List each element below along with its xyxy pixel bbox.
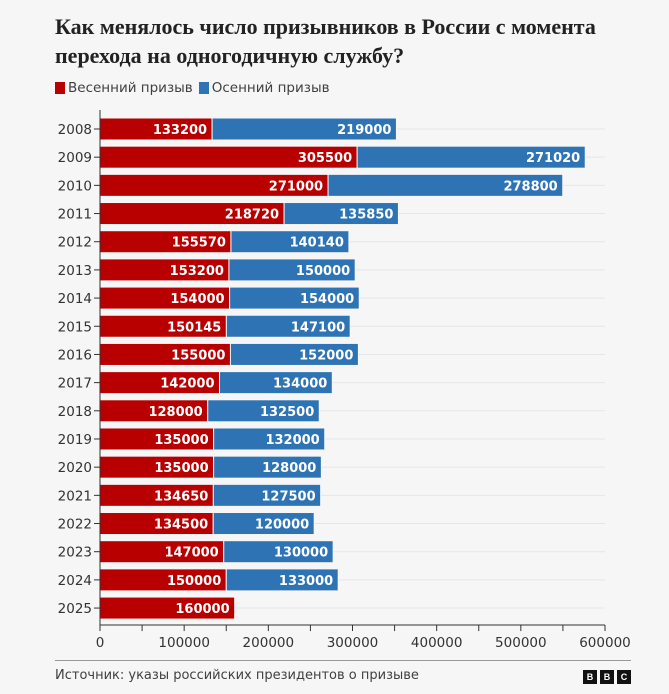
y-tick-label: 2012 [58,235,92,251]
bar-autumn [230,230,350,254]
data-label: 135000 [154,461,208,476]
bar-autumn [223,540,334,564]
bar-autumn [327,173,564,197]
data-label: 130000 [274,546,328,561]
bar-autumn [212,512,315,536]
bbc-logo: B B C [583,670,631,684]
data-label: 152000 [299,348,353,363]
data-label: 218720 [225,208,279,223]
y-tick-label: 2016 [58,347,92,363]
data-label: 120000 [255,518,309,533]
plot-area: 133200 219000 2008 305500 271020 2009 271000 27… [58,110,631,651]
y-tick-label: 2013 [58,263,92,279]
data-label: 154000 [170,292,224,307]
legend: Весенний призыв Осенний призыв [55,80,330,96]
data-label: 133200 [153,123,207,138]
data-label: 147100 [291,320,345,335]
y-tick-label: 2009 [58,150,92,166]
bar-autumn [229,286,360,310]
data-label: 127500 [261,489,315,504]
y-tick-label: 2024 [58,573,92,589]
x-tick-label: 100000 [158,635,210,651]
x-tick-label: 200000 [243,635,295,651]
data-label: 142000 [160,377,214,392]
x-tick-label: 300000 [327,635,379,651]
y-tick-label: 2017 [58,376,92,392]
data-label: 128000 [148,405,202,420]
data-label: 150000 [296,264,350,279]
y-tick-label: 2015 [58,319,92,335]
y-tick-label: 2008 [58,122,92,138]
data-label: 140140 [290,236,344,251]
footer-divider [55,660,631,661]
y-tick-label: 2011 [58,207,92,223]
data-label: 135000 [154,433,208,448]
bar-autumn [212,483,322,507]
bar-autumn [228,258,356,282]
bar-autumn [213,455,322,479]
data-label: 150000 [167,574,221,589]
bbc-logo-letter: C [617,670,631,684]
data-label: 278800 [503,179,557,194]
data-label: 150145 [167,320,221,335]
y-tick-label: 2022 [58,517,92,533]
x-tick-label: 500000 [495,635,547,651]
data-label: 128000 [262,461,316,476]
data-label: 134500 [154,518,208,533]
bar-autumn [225,314,351,338]
data-label: 135850 [339,208,393,223]
data-label: 154000 [300,292,354,307]
y-tick-label: 2021 [58,488,92,504]
data-label: 160000 [175,602,229,617]
bar-autumn [283,202,399,226]
bar-autumn [225,568,339,592]
bar-autumn [207,399,320,423]
bbc-logo-letter: B [600,670,614,684]
legend-swatch-autumn [198,82,209,94]
y-tick-label: 2010 [58,178,92,194]
x-tick-label: 600000 [579,635,631,651]
data-label: 153200 [170,264,224,279]
data-label: 271020 [526,151,580,166]
data-label: 155570 [172,236,226,251]
source-note: Источник: указы российских президентов о… [55,668,419,683]
bar-autumn [356,145,586,169]
y-tick-label: 2020 [58,460,92,476]
bbc-logo-letter: B [583,670,597,684]
x-tick-label: 400000 [411,635,463,651]
legend-swatch-spring [55,82,65,94]
data-label: 305500 [298,151,352,166]
bar-autumn [211,117,397,141]
legend-label-autumn: Осенний призыв [211,80,330,96]
data-label: 134650 [154,489,208,504]
bar-autumn [219,371,333,395]
legend-label-spring: Весенний призыв [68,80,193,96]
chart-title: Как менялось число призывников в России … [55,14,596,68]
data-label: 132500 [260,405,314,420]
data-label: 271000 [269,179,323,194]
x-tick-label: 0 [96,635,105,651]
data-label: 147000 [164,546,218,561]
y-tick-label: 2025 [58,601,92,617]
legend-item-autumn: Осенний призыв [198,80,330,96]
y-tick-label: 2014 [58,291,92,307]
data-label: 133000 [279,574,333,589]
data-label: 155000 [171,348,225,363]
y-tick-label: 2018 [58,404,92,420]
y-tick-label: 2023 [58,545,92,561]
bar-autumn [213,427,326,451]
y-tick-label: 2019 [58,432,92,448]
bar-autumn [229,342,359,366]
data-label: 132000 [265,433,319,448]
legend-item-spring: Весенний призыв [55,80,193,96]
data-label: 219000 [337,123,391,138]
data-label: 134000 [273,377,327,392]
